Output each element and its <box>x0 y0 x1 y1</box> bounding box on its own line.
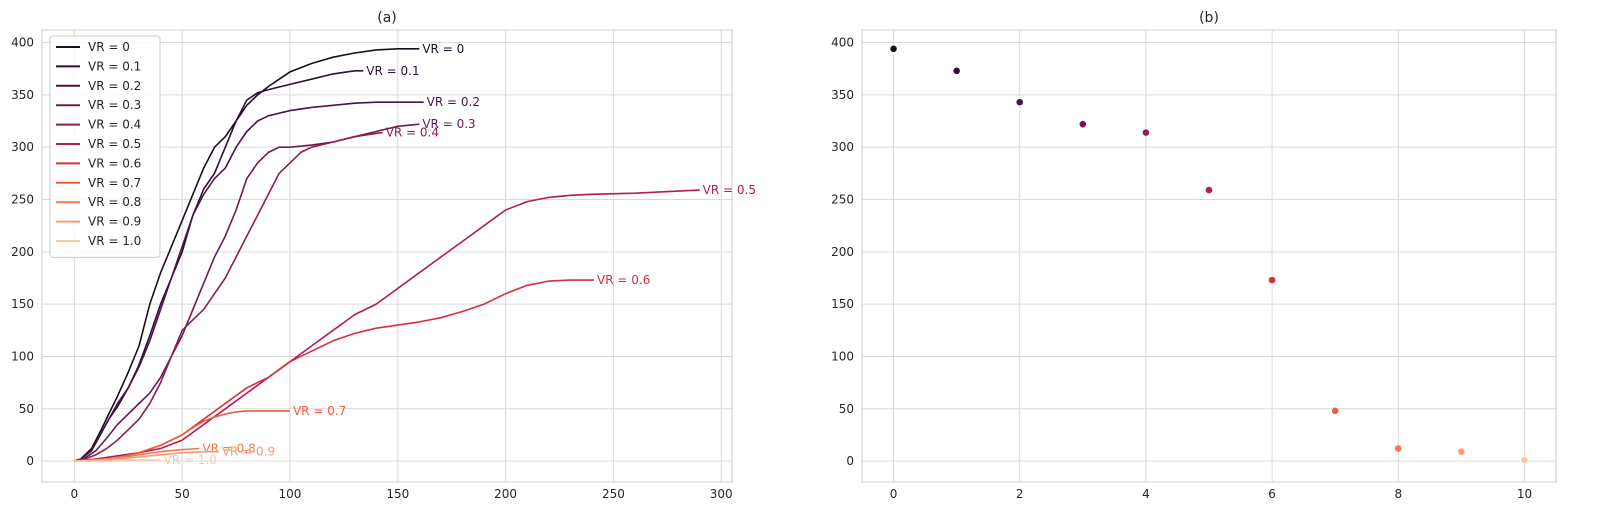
panel-b-y-tick-label: 150 <box>831 297 854 311</box>
series-end-label-9: VR = 0.9 <box>222 445 275 459</box>
panel-b-x-tick-label: 0 <box>890 487 898 501</box>
series-end-label-7: VR = 0.7 <box>293 404 346 418</box>
panel-b-y-tick-label: 100 <box>831 349 854 363</box>
panel-b-x-tick-label: 8 <box>1394 487 1402 501</box>
scatter-point-3 <box>1078 120 1087 129</box>
series-line-6 <box>74 279 594 462</box>
series-end-label-0: VR = 0 <box>422 42 464 56</box>
series-end-label-6: VR = 0.6 <box>597 273 650 287</box>
scatter-point-6 <box>1268 276 1276 284</box>
panel-a-y-tick-label: 400 <box>11 36 34 50</box>
series-line-0 <box>74 48 420 462</box>
legend: VR = 0 VR = 0.1 VR = 0.2 VR = 0.3 VR = 0.4 VR… <box>49 35 161 258</box>
panel-a-axes-frame <box>41 29 733 483</box>
panel-a-y-tick-label: 200 <box>11 245 34 259</box>
scatter-point-0 <box>889 44 898 53</box>
panel-a-title: (a) <box>377 10 397 26</box>
series-line-9 <box>74 450 219 462</box>
panel-b-x-tick-label: 10 <box>1517 487 1532 501</box>
scatter-point-10 <box>1520 456 1529 464</box>
legend-label-1: VR = 0.1 <box>88 59 141 73</box>
panel-b-x-tick-label: 2 <box>1016 487 1024 501</box>
legend-label-9: VR = 0.9 <box>88 215 141 229</box>
scatter-point-9 <box>1457 447 1466 456</box>
legend-label-10: VR = 1.0 <box>88 234 141 248</box>
legend-label-2: VR = 0.2 <box>88 79 141 93</box>
panel-a-x-tick-label: 200 <box>494 487 517 501</box>
series-end-label-1: VR = 0.1 <box>366 64 419 78</box>
panel-a-y-tick-label: 350 <box>11 88 34 102</box>
panel-a-y-tick-label: 100 <box>11 349 34 363</box>
scatter-point-5 <box>1205 186 1213 194</box>
legend-label-4: VR = 0.4 <box>88 118 141 132</box>
series-line-2 <box>74 101 424 462</box>
series-end-label-5: VR = 0.5 <box>703 183 756 197</box>
panel-b-x-tick-label: 6 <box>1268 487 1276 501</box>
panel-a-x-tick-label: 100 <box>279 487 302 501</box>
scatter-point-4 <box>1142 128 1150 137</box>
panel-a-y-tick-label: 0 <box>26 454 34 468</box>
panel-a-x-tick-label: 250 <box>602 487 625 501</box>
scatter-point-1 <box>952 66 961 75</box>
scatter-point-8 <box>1394 444 1403 453</box>
legend-label-6: VR = 0.6 <box>88 156 141 170</box>
panel-b-y-tick-label: 50 <box>839 402 854 416</box>
panel-a-x-tick-label: 150 <box>386 487 409 501</box>
panel-b-y-tick-label: 0 <box>846 454 854 468</box>
panel-b-y-tick-label: 400 <box>831 36 854 50</box>
scatter-point-2 <box>1015 98 1024 107</box>
panel-b-axes-frame <box>861 29 1557 483</box>
panel-a-x-tick-label: 300 <box>710 487 733 501</box>
panel-b-title: (b) <box>1199 10 1219 26</box>
series-end-label-2: VR = 0.2 <box>427 95 480 109</box>
panel-a-x-tick-label: 50 <box>175 487 190 501</box>
legend-label-7: VR = 0.7 <box>88 176 141 190</box>
legend-label-8: VR = 0.8 <box>88 195 141 209</box>
panel-b-y-tick-label: 350 <box>831 88 854 102</box>
legend-label-0: VR = 0 <box>88 40 130 54</box>
legend-label-3: VR = 0.3 <box>88 98 141 112</box>
panel-b-x-tick-label: 4 <box>1142 487 1150 501</box>
series-line-10 <box>74 459 161 462</box>
panel-a: 0 50 100 150 200 250 300 0 50 100 150 200 250 300 350 4… <box>11 10 756 501</box>
legend-label-5: VR = 0.5 <box>88 137 141 151</box>
scatter-point-7 <box>1331 406 1340 415</box>
panel-a-y-tick-label: 250 <box>11 193 34 207</box>
panel-b-y-tick-label: 250 <box>831 193 854 207</box>
panel-a-x-tick-label: 0 <box>71 487 79 501</box>
panel-a-y-tick-label: 50 <box>19 402 34 416</box>
panel-b-y-tick-label: 300 <box>831 140 854 154</box>
panel-a-y-tick-label: 300 <box>11 140 34 154</box>
panel-b-y-tick-label: 200 <box>831 245 854 259</box>
series-end-label-10: VR = 1.0 <box>164 453 217 467</box>
series-end-label-3: VR = 0.3 <box>422 117 475 131</box>
series-end-label-4: VR = 0.4 <box>386 126 439 140</box>
series-line-4 <box>74 131 383 462</box>
series-line-5 <box>74 189 700 462</box>
panel-a-y-tick-label: 150 <box>11 297 34 311</box>
